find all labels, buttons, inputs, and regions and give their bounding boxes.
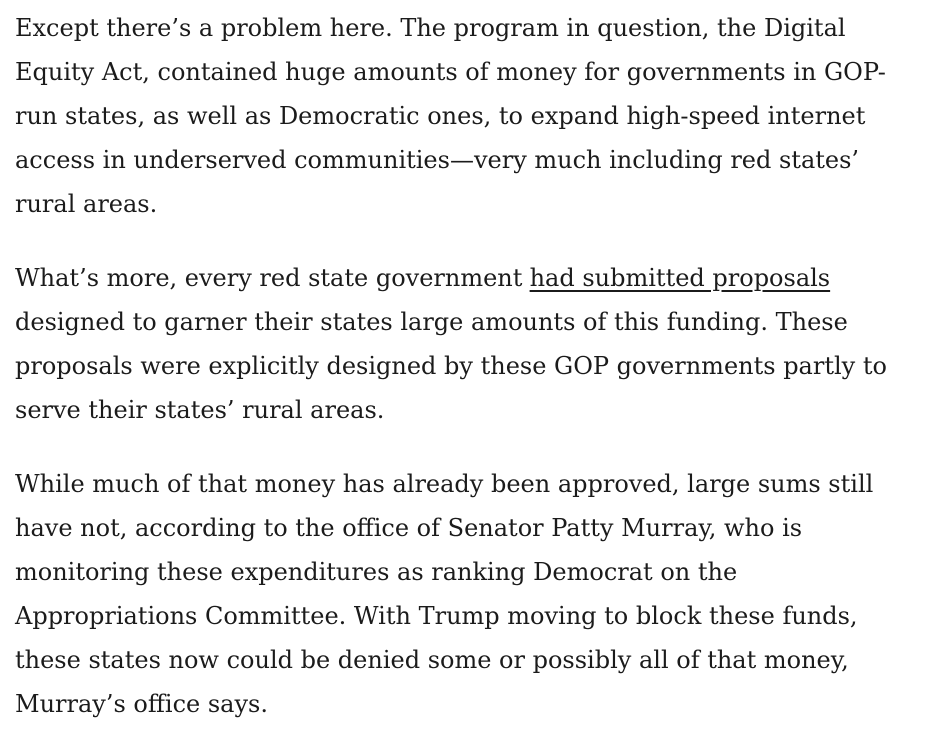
text-line: monitoring these expenditures as ranking… bbox=[15, 558, 738, 586]
text-line: have not, according to the office of Sen… bbox=[15, 514, 803, 542]
text-line: Equity Act, contained huge amounts of mo… bbox=[15, 58, 886, 86]
text-line: proposals were explicitly designed by th… bbox=[15, 352, 887, 380]
text-line: Appropriations Committee. With Trump mov… bbox=[15, 602, 858, 630]
text-span: What’s more, every red state government bbox=[15, 264, 523, 292]
text-line: rural areas. bbox=[15, 190, 158, 218]
text-line: these states now could be denied some or… bbox=[15, 646, 849, 674]
text-line: Murray’s office says. bbox=[15, 690, 268, 718]
text-line: Except there’s a problem here. The progr… bbox=[15, 14, 846, 42]
text-line: run states, as well as Democratic ones, … bbox=[15, 102, 866, 130]
paragraph: While much of that money has already bee… bbox=[15, 462, 948, 726]
text-line: designed to garner their states large am… bbox=[15, 308, 848, 336]
text-line: While much of that money has already bee… bbox=[15, 470, 874, 498]
inline-link[interactable]: had submitted proposals bbox=[529, 264, 831, 292]
text-line: serve their states’ rural areas. bbox=[15, 396, 385, 424]
text-line: access in underserved communities—very m… bbox=[15, 146, 860, 174]
text-line: What’s more, every red state government h… bbox=[15, 256, 948, 300]
paragraph: What’s more, every red state government h… bbox=[15, 256, 948, 432]
paragraph: Except there’s a problem here. The progr… bbox=[15, 6, 948, 226]
